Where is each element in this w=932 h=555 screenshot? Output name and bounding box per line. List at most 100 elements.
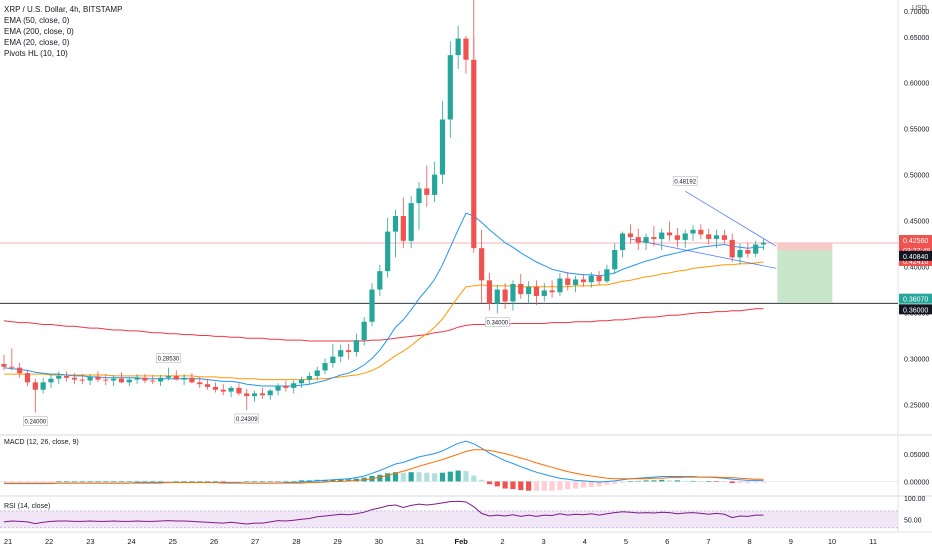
macd-tick-label: 0.00000: [904, 479, 929, 486]
time-tick-label: 25: [169, 537, 177, 546]
indicator-ema20[interactable]: EMA (20, close, 0): [4, 38, 70, 47]
price-tag-ema: [899, 250, 932, 261]
macd-histogram-bar: [533, 481, 540, 491]
macd-histogram-bar: [244, 481, 250, 483]
candle-body: [24, 373, 31, 383]
macd-histogram-bar: [635, 480, 641, 482]
pivot-label-box: [23, 416, 48, 426]
candle-body: [753, 244, 759, 254]
macd-label[interactable]: MACD (12, 26, close, 9): [4, 439, 79, 446]
macd-histogram-bar: [455, 470, 461, 482]
time-tick-label: 29: [333, 537, 341, 546]
price-tag-countdown: [899, 245, 932, 256]
macd-histogram-bar: [408, 472, 414, 482]
candle-body: [181, 377, 187, 380]
macd-histogram-bar: [103, 481, 109, 483]
candle-body: [588, 275, 594, 283]
macd-histogram-bar: [439, 472, 446, 482]
candle-body: [71, 377, 78, 380]
candle-body: [385, 231, 391, 272]
candle-body: [745, 250, 751, 254]
macd-histogram-bar: [165, 481, 172, 483]
candle-body: [345, 350, 352, 353]
rsi-line: [3, 500, 764, 525]
time-tick-label: 24: [127, 537, 135, 546]
currency-badge[interactable]: USD: [912, 5, 927, 12]
price-tag-ema-text: 0.40840: [903, 254, 928, 261]
candle-body: [572, 279, 579, 285]
macd-histogram-bar: [79, 481, 85, 483]
price-axis: 0.65000 0.60000 0.55000 0.50000 0.45000 0.400…: [904, 9, 929, 409]
time-tick-label: 5: [624, 537, 628, 546]
indicator-ema50[interactable]: EMA (50, close, 0): [4, 16, 70, 25]
time-tick-label: 28: [292, 537, 300, 546]
macd-histogram-bar: [745, 481, 751, 484]
macd-histogram-bar: [494, 481, 500, 487]
candle-body: [267, 390, 273, 396]
macd-histogram-bar: [385, 473, 391, 482]
candle-body: [408, 203, 414, 241]
rsi-label[interactable]: RSI (14, close): [4, 503, 51, 510]
time-tick-label: 30: [375, 537, 383, 546]
candle-body: [103, 379, 109, 381]
price-tags: 0.4256003:27:490.424100.408400.360700.36…: [899, 235, 932, 315]
candle-body: [87, 376, 93, 381]
candle-body: [432, 174, 438, 195]
macd-histogram-bar: [1, 481, 7, 483]
candle-body: [353, 340, 359, 353]
candle-body: [721, 235, 727, 240]
macd-histogram-bar: [557, 481, 563, 491]
candle-body: [510, 284, 516, 302]
time-tick-label: 4: [583, 537, 587, 546]
candle-body: [212, 386, 219, 390]
macd-histogram-bar: [682, 480, 688, 482]
indicator-pivots[interactable]: Pivots HL (10, 10): [4, 49, 68, 58]
candle-body: [40, 382, 46, 390]
macd-histogram-bar: [698, 481, 704, 483]
candle-body: [150, 380, 156, 382]
pivot-label-box: [234, 413, 260, 424]
price-tag-stop-text: 0.42410: [903, 259, 928, 266]
candle-body: [118, 378, 125, 383]
candle-body: [455, 38, 461, 56]
price-tag-current-text: 0.42560: [903, 238, 928, 245]
candle-body: [173, 375, 179, 380]
indicator-ema200[interactable]: EMA (200, close, 0): [4, 27, 74, 36]
candle-body: [314, 370, 320, 376]
macd-histogram-bar: [486, 481, 493, 485]
macd-histogram-bar: [32, 481, 38, 483]
candle-body: [635, 237, 641, 243]
time-tick-label: 26: [210, 537, 218, 546]
candle-body: [706, 234, 712, 239]
macd-histogram-bar: [181, 481, 187, 483]
candle-body: [526, 286, 532, 295]
price-tag-stop: [899, 256, 932, 267]
macd-histogram-bar: [259, 481, 265, 483]
candle-body: [1, 363, 7, 367]
candle-body: [197, 382, 203, 385]
macd-histogram-bar: [619, 481, 626, 483]
macd-histogram-bar: [275, 481, 281, 483]
candle-body: [729, 239, 735, 258]
candle-body: [142, 377, 148, 381]
macd-histogram-bar: [56, 481, 62, 483]
candle-body: [56, 375, 62, 379]
macd-histogram-bar: [416, 472, 422, 482]
candle-body: [165, 375, 172, 378]
candle-body: [612, 250, 618, 270]
macd-histogram-bar: [267, 481, 273, 483]
macd-histogram-bar: [71, 481, 78, 483]
candle-body: [134, 377, 140, 380]
time-tick-label: 10: [828, 537, 836, 546]
price-tick-label: 0.30000: [904, 356, 929, 363]
ema50-line: [4, 261, 764, 381]
candle-body: [643, 237, 649, 243]
candle-body: [306, 375, 312, 380]
macd-histogram-bar: [111, 481, 117, 483]
time-tick-label: 6: [665, 537, 669, 546]
macd-histogram-bar: [40, 481, 46, 483]
candle-body: [338, 350, 344, 357]
time-tick-label: 7: [706, 537, 710, 546]
